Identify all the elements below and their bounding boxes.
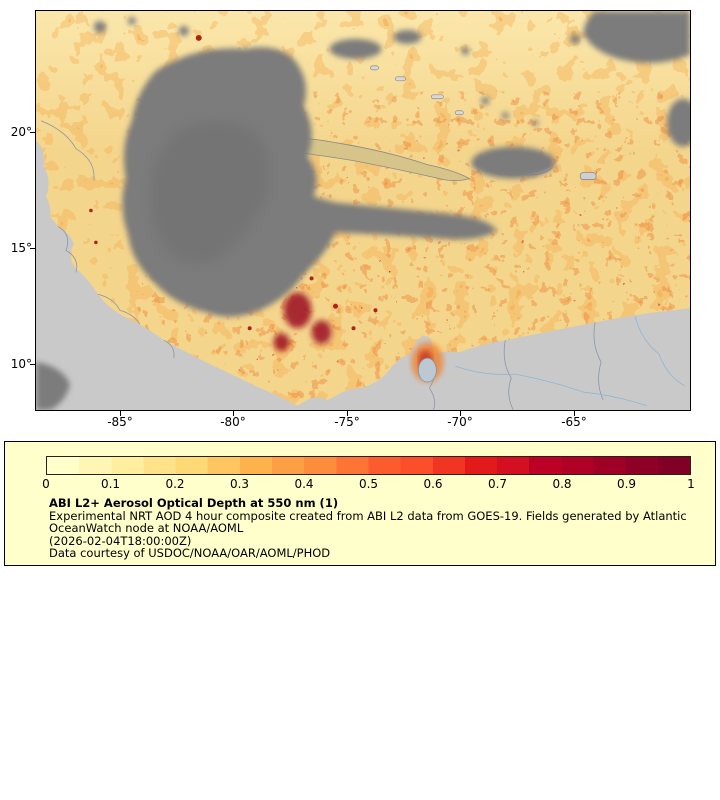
legend-panel: 0 0.1 0.2 0.3 0.4 0.5 0.6 0.7 0.8 0.9 1 … [4,441,716,566]
colorbar-tick-label: 0.7 [487,477,508,491]
legend-textblock: ABI L2+ Aerosol Optical Depth at 550 nm … [49,497,687,560]
lon-label-70: -70° [447,415,473,429]
legend-courtesy: Data courtesy of USDOC/NOAA/OAR/AOML/PHO… [49,546,331,560]
y-axis-tick [30,364,35,365]
colorbar-tick-label: 1 [687,477,695,491]
legend-desc-line1: Experimental NRT AOD 4 hour composite cr… [49,508,687,523]
colorbar-tick-label: 0.1 [100,477,121,491]
map-frame [35,10,691,411]
y-axis-tick [30,248,35,249]
colorbar-tick-label: 0.9 [616,477,637,491]
colorbar-tick-label: 0.3 [229,477,250,491]
x-axis-tick [233,411,234,416]
lat-label-20: 20° [10,125,32,139]
colorbar-tick-label: 0.4 [294,477,314,491]
lat-label-15: 15° [10,241,32,255]
colorbar-tick-label: 0.8 [552,477,572,491]
x-axis-tick [574,411,575,416]
lon-label-65: -65° [561,415,587,429]
x-axis-tick [460,411,461,416]
colorbar-tick-label: 0 [42,477,50,491]
lon-label-75: -75° [334,415,360,429]
colorbar-tick-labels: 0 0.1 0.2 0.3 0.4 0.5 0.6 0.7 0.8 0.9 1 [42,477,695,491]
colorbar-tick-label: 0.6 [423,477,443,491]
colorbar [46,456,691,475]
lat-label-10: 10° [10,357,32,371]
y-axis-tick [30,132,35,133]
aod-map-graphic [36,11,690,410]
lon-label-85: -85° [107,415,133,429]
x-axis-tick [347,411,348,416]
x-axis-tick [120,411,121,416]
lon-label-80: -80° [220,415,246,429]
legend-timestamp: (2026-02-04T18:00:00Z) [49,533,192,548]
legend-desc-line2: OceanWatch node at NOAA/AOML [49,521,244,535]
colorbar-tick-label: 0.2 [165,477,185,491]
legend-title: ABI L2+ Aerosol Optical Depth at 550 nm … [49,496,339,510]
colorbar-tick-label: 0.5 [358,477,379,491]
